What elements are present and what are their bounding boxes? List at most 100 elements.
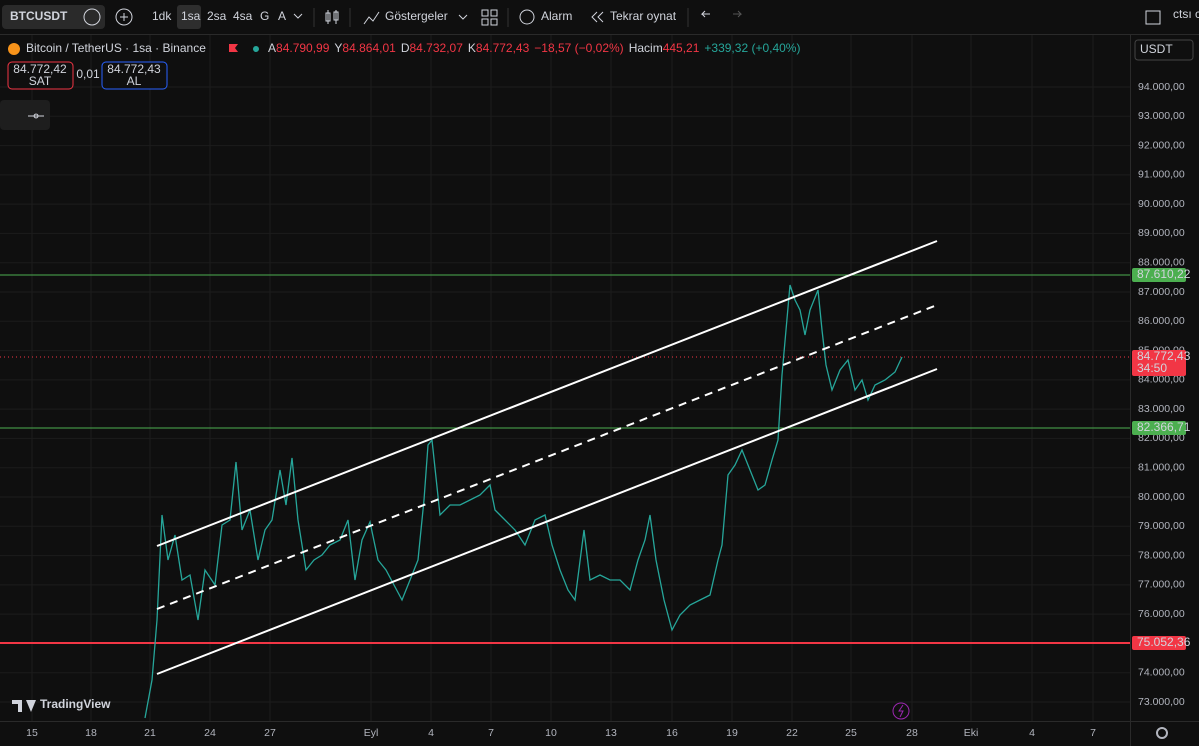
alarm[interactable]: Alarm <box>541 9 572 23</box>
marker-label: 84.772,43 <box>1137 349 1191 363</box>
currency[interactable]: USDT <box>1140 42 1173 56</box>
price-marker <box>1132 421 1186 435</box>
time-label: 10 <box>545 727 557 739</box>
layout-icon[interactable] <box>481 9 498 26</box>
legend-high: 84.864,01 <box>342 41 396 55</box>
price-label: 90.000,00 <box>1138 198 1185 210</box>
time-label: 24 <box>204 727 216 739</box>
time-label: 25 <box>845 727 857 739</box>
price-axis <box>1130 35 1199 721</box>
legend-volume-change: +339,32 (+0,40%) <box>704 41 800 55</box>
symbol-icon <box>83 8 101 26</box>
logo <box>12 700 36 712</box>
price-label: 81.000,00 <box>1138 461 1185 473</box>
buy-price[interactable]: 84.772,43 <box>107 62 161 76</box>
time-label: 16 <box>666 727 678 739</box>
marker-label: 75.052,36 <box>1137 635 1191 649</box>
price-label: 73.000,00 <box>1138 696 1185 708</box>
time-label: 28 <box>906 727 918 739</box>
settings-icon[interactable] <box>1156 727 1168 739</box>
price-label: 78.000,00 <box>1138 549 1185 561</box>
price-label: 87.000,00 <box>1138 286 1185 298</box>
time-label: 21 <box>144 727 156 739</box>
symbol-box[interactable] <box>2 5 105 29</box>
price-label: 84.000,00 <box>1138 374 1185 386</box>
time-label: 18 <box>85 727 97 739</box>
price-label: 83.000,00 <box>1138 403 1185 415</box>
replay[interactable]: Tekrar oynat <box>610 9 677 23</box>
flag <box>229 44 238 52</box>
indicators[interactable]: Göstergeler <box>385 9 448 23</box>
price-label: 82.000,00 <box>1138 432 1185 444</box>
chevron <box>458 14 468 20</box>
add-symbol[interactable] <box>115 8 133 26</box>
symbol[interactable]: BTCUSDT <box>10 9 68 23</box>
price-path <box>144 284 903 719</box>
buy-label[interactable]: AL <box>127 74 142 88</box>
alarm-icon <box>519 9 535 25</box>
channel-upper[interactable] <box>156 240 938 547</box>
price-label: 92.000,00 <box>1138 139 1185 151</box>
marker-timer: 34:50 <box>1137 361 1167 375</box>
drawing-toolbar[interactable] <box>0 100 50 130</box>
legend-low: 84.732,07 <box>409 41 463 55</box>
legend-change: −18,57 (−0,02%) <box>534 41 623 55</box>
dynamic-layer: BTCUSDT 1dk 1sa 2sa 4sa G A Göstergeler Alarm Tek… <box>8 7 1199 739</box>
interval[interactable]: 1dk <box>152 9 172 23</box>
price-label: 79.000,00 <box>1138 520 1185 532</box>
marker-label: 82.366,71 <box>1137 420 1191 434</box>
legend-open: 84.790,99 <box>276 41 330 55</box>
price-label: 91.000,00 <box>1138 169 1185 181</box>
price-label: 93.000,00 <box>1138 110 1185 122</box>
marker-label: 87.610,22 <box>1137 267 1191 281</box>
window-icon[interactable] <box>1145 10 1161 25</box>
plus <box>120 13 128 21</box>
undo[interactable] <box>700 10 710 18</box>
chevron <box>293 13 303 19</box>
legend-title: Bitcoin / TetherUS · 1sa · Binance <box>26 41 206 55</box>
legend-volume-label: Hacim <box>629 41 663 55</box>
buy-button[interactable] <box>101 61 168 90</box>
drawing-icon <box>28 113 44 119</box>
legend-open-label: A <box>268 41 276 55</box>
events-icon[interactable] <box>892 702 910 720</box>
legend-low-label: D <box>401 41 410 55</box>
legend-volume: 445,21 <box>663 41 700 55</box>
price-label: 76.000,00 <box>1138 608 1185 620</box>
legend-high-label: Y <box>334 41 342 55</box>
interval[interactable]: G <box>260 9 269 23</box>
status-dot <box>253 46 259 52</box>
account[interactable]: ctsı c <box>1173 7 1199 21</box>
time-label: 13 <box>605 727 617 739</box>
price-marker <box>1132 268 1186 282</box>
interval[interactable]: 2sa <box>207 9 227 23</box>
interval[interactable]: A <box>278 9 286 23</box>
price-label: 74.000,00 <box>1138 667 1185 679</box>
legend-close-label: K <box>468 41 476 55</box>
spread: 0,01 <box>76 67 100 81</box>
time-label: 19 <box>726 727 738 739</box>
time-label: 7 <box>488 727 494 739</box>
interval[interactable]: 1sa <box>181 9 201 23</box>
interval[interactable]: 4sa <box>233 9 253 23</box>
sell-label[interactable]: SAT <box>29 74 52 88</box>
channel-lower[interactable] <box>156 368 938 675</box>
sell-price[interactable]: 84.772,42 <box>13 62 67 76</box>
time-label: Eyl <box>364 727 379 739</box>
coin-icon <box>8 43 20 55</box>
time-label: 22 <box>786 727 798 739</box>
bolt <box>898 704 904 718</box>
price-label: 86.000,00 <box>1138 315 1185 327</box>
price-label: 94.000,00 <box>1138 81 1185 93</box>
time-label: 15 <box>26 727 38 739</box>
chart-type-icon[interactable] <box>325 10 339 24</box>
time-label: 4 <box>1029 727 1035 739</box>
price-label: 77.000,00 <box>1138 579 1185 591</box>
time-label: 4 <box>428 727 434 739</box>
price-label: 89.000,00 <box>1138 227 1185 239</box>
currency-box[interactable] <box>1134 39 1194 61</box>
sell-button[interactable] <box>7 61 74 90</box>
redo[interactable] <box>733 10 743 18</box>
price-marker <box>1132 350 1186 376</box>
